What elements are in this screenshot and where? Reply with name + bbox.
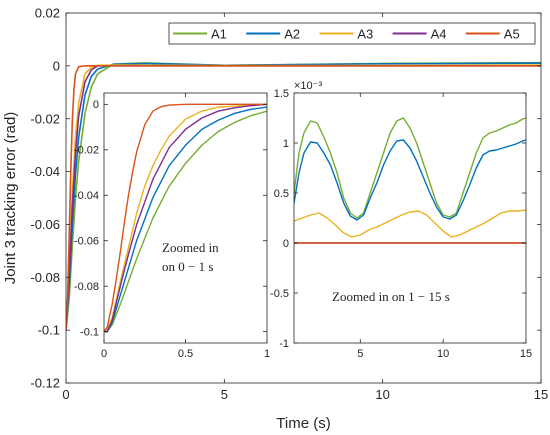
axes-inset-right: 5 10 15 -1 -0.5 0 0.5 1 1.5 [270,88,532,360]
series-line-a3 [294,209,526,238]
x-tick-label: 0 [101,348,107,360]
x-tick-label: 10 [437,348,449,360]
y-tick-label: -0.06 [74,236,99,248]
inset-left-annotation-line: on 0 − 1 s [162,259,213,274]
y-tick-label: -0.02 [30,111,60,126]
axes-box [293,92,527,344]
y-tick-label: -0.04 [74,190,99,202]
x-tick-label: 0 [62,387,69,402]
y-tick-label: 0.02 [35,6,60,21]
series-line-a2 [294,139,526,221]
y-tick-label: -0.5 [270,288,289,300]
y-tick-label: 0.5 [274,188,289,200]
series-line-a5 [66,65,541,331]
x-tick-label: 1 [264,348,270,360]
y-tick-label: -0.08 [30,270,60,285]
y-tick-label: 0 [283,238,289,250]
legend-label-a3: A3 [357,27,373,42]
series-line-a1 [294,117,526,219]
legend-label-a2: A2 [284,27,300,42]
legend-label-a5: A5 [504,27,520,42]
x-tick-label: 15 [520,348,532,360]
series-group [104,103,267,333]
y-axis-label: Joint 3 tracking error (rad) [2,112,19,285]
series-group [66,61,541,331]
y-tick-label: 0 [53,58,60,73]
y-tick-label: -0.06 [30,217,60,232]
y-tick-label: -0.1 [38,323,60,338]
plot-area-inset-right [294,93,526,343]
axes-box [65,12,542,384]
x-tick-label: 5 [357,348,363,360]
y-tick-label: 1.5 [274,88,289,100]
x-tick-label: 0.5 [178,348,193,360]
y-tick-label: -1 [279,338,289,350]
y-tick-label: -0.12 [30,376,60,391]
legend: A1 A2 A3 A4 A5 [168,22,536,45]
x-axis-label: Time (s) [276,415,330,432]
series-group [294,117,526,244]
series-line-a4 [104,103,267,333]
y-tick-label: -0.04 [30,164,60,179]
legend-label-a4: A4 [431,27,447,42]
axes-inset-left: 0 0.5 1 -0.1 -0.08 -0.06 -0.04 -0.02 0 [74,92,270,360]
x-tick-label: 15 [534,387,548,402]
y-tick-label: -0.1 [80,326,99,338]
legend-label-a1: A1 [211,27,227,42]
x-tick-label: 5 [221,387,228,402]
inset-right-scale-label: ×10⁻³ [294,80,322,92]
y-tick-label: 0 [93,99,99,111]
y-tick-label: -0.08 [74,281,99,293]
x-tick-label: 10 [375,387,389,402]
series-line-a5 [104,103,267,333]
series-line-a1 [104,110,267,333]
series-line-a2 [104,106,267,333]
y-tick-label: 1 [283,138,289,150]
plot-area-inset-left [104,93,267,343]
series-line-a4 [66,65,541,331]
inset-left-annotation-line: Zoomed in [162,240,219,255]
y-tick-label: -0.02 [74,145,99,157]
inset-right-annotation: Zoomed in on 1 − 15 s [332,289,450,304]
